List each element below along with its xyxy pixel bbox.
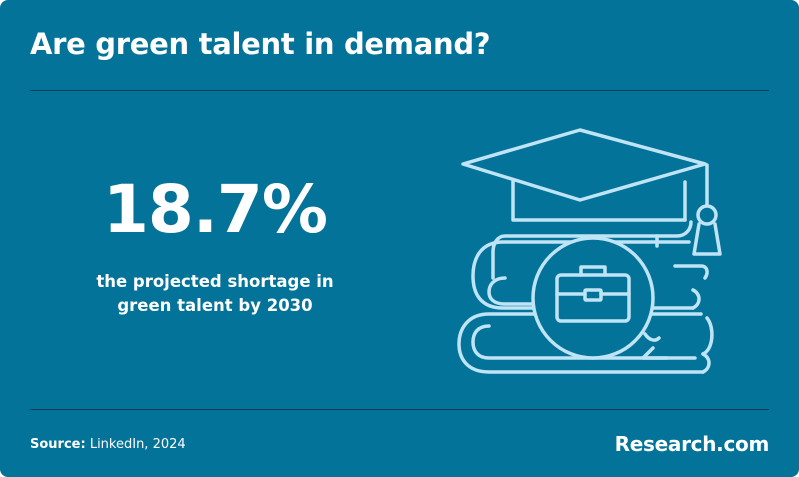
brand-logo: Research.com [614,432,770,456]
top-divider [30,90,769,91]
stat-block: 18.7% the projected shortage in green ta… [80,170,350,318]
source-text: LinkedIn, 2024 [85,437,186,452]
graduation-cap-icon [461,128,722,256]
bottom-divider [30,409,769,410]
source-label: Source: [30,437,86,452]
source-citation: Source: LinkedIn, 2024 [30,436,186,454]
page-title: Are green talent in demand? [30,27,491,61]
education-illustration [457,128,722,374]
briefcase-icon [531,236,655,360]
stat-value: 18.7% [103,171,328,248]
stat-description: the projected shortage in green talent b… [96,272,334,315]
book-stack-icon [457,220,714,374]
